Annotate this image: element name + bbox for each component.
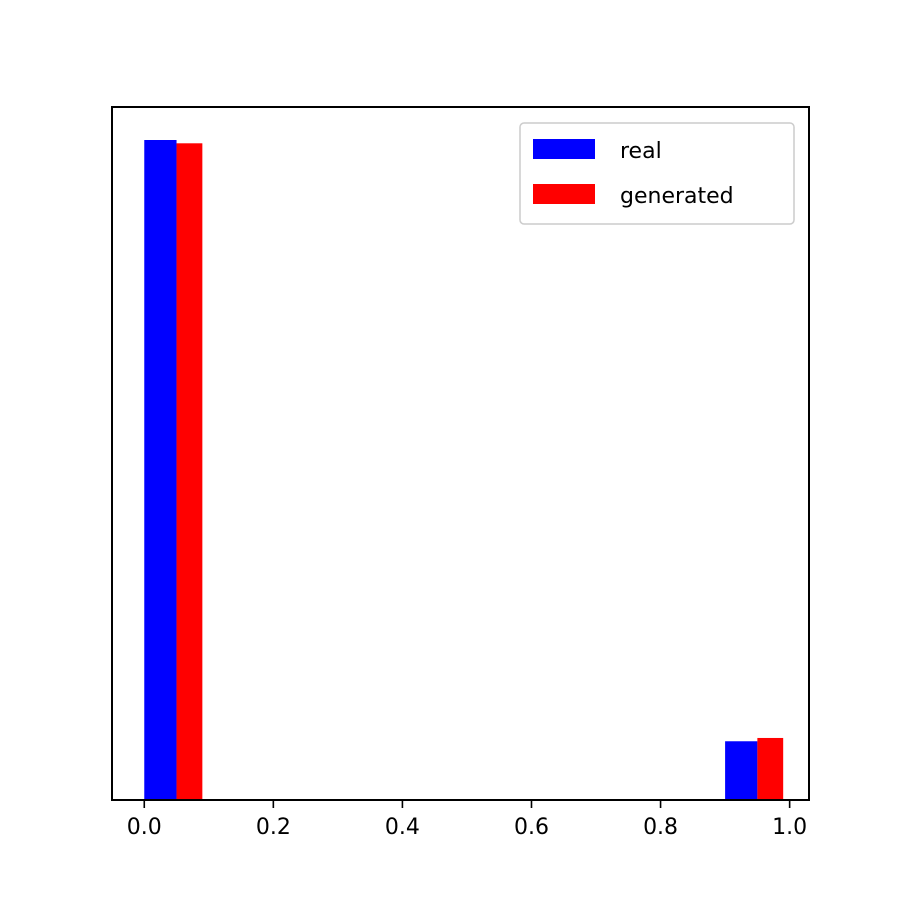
- legend-swatch-generated: [533, 184, 595, 204]
- legend-swatch-real: [533, 139, 595, 159]
- bar-generated-0: [176, 143, 203, 801]
- legend-label-generated: generated: [620, 184, 734, 209]
- axes-frame: [111, 106, 810, 801]
- legend: real generated: [519, 122, 795, 225]
- bar-generated-1: [757, 737, 784, 800]
- x-tick-label: 0.2: [256, 815, 291, 840]
- x-tick-label: 0.6: [514, 815, 549, 840]
- bar-real-1: [725, 741, 758, 800]
- bar-real-0: [144, 140, 177, 800]
- x-axis-ticks: 0.0 0.2 0.4 0.6 0.8 1.0: [127, 800, 807, 840]
- legend-label-real: real: [620, 139, 662, 164]
- x-tick-label: 0.8: [643, 815, 678, 840]
- x-tick-label: 1.0: [772, 815, 807, 840]
- x-tick-label: 0.0: [127, 815, 162, 840]
- bars-group: [144, 140, 784, 801]
- x-tick-label: 0.4: [385, 815, 420, 840]
